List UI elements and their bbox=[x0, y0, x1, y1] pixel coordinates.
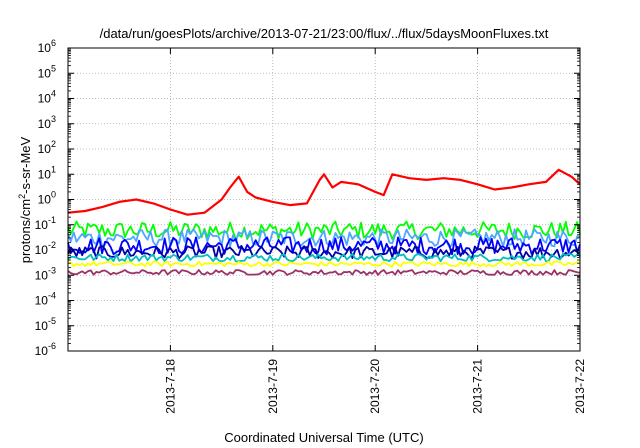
y-tick-label: 10-5 bbox=[35, 316, 56, 333]
series-line-6 bbox=[67, 252, 581, 263]
y-tick-label-base: 10 bbox=[38, 66, 52, 80]
y-tick-label-base: 10 bbox=[35, 294, 49, 308]
y-axis: 10-610-510-410-310-210-11001011021031041… bbox=[35, 38, 580, 358]
x-axis: 2013-7-18 2013-7-19 2013-7-20 2013-7-21 2013… bbox=[163, 48, 587, 414]
y-tick-label-exponent: 3 bbox=[51, 114, 56, 124]
chart-title: /data/run/goesPlots/archive/2013-07-21/2… bbox=[100, 26, 549, 41]
y-tick-label: 101 bbox=[38, 164, 56, 181]
y-tick-label: 10-1 bbox=[35, 215, 56, 232]
y-tick-label: 102 bbox=[38, 139, 56, 156]
y-tick-label-exponent: 2 bbox=[51, 139, 56, 149]
y-axis-label-prefix: protons/cm bbox=[18, 199, 33, 263]
y-tick-label: 100 bbox=[38, 190, 56, 207]
series-line-2 bbox=[67, 220, 581, 240]
y-tick-label-exponent: -6 bbox=[48, 341, 56, 351]
y-tick-label-base: 10 bbox=[35, 344, 49, 358]
x-tick-label: 2013-7-21 bbox=[471, 359, 485, 414]
y-tick-label: 106 bbox=[38, 38, 56, 55]
y-tick-label-exponent: 0 bbox=[51, 190, 56, 200]
y-tick-label: 10-2 bbox=[35, 240, 56, 257]
x-tick-label: 2013-7-22 bbox=[573, 359, 587, 414]
y-tick-label-base: 10 bbox=[35, 243, 49, 257]
series-line-7 bbox=[68, 260, 581, 268]
y-tick-label-base: 10 bbox=[38, 117, 52, 131]
grid bbox=[68, 48, 580, 351]
y-tick-label: 10-3 bbox=[35, 265, 56, 282]
y-tick-label-exponent: -3 bbox=[48, 265, 56, 275]
y-tick-label-base: 10 bbox=[35, 268, 49, 282]
series-line-1 bbox=[67, 168, 581, 216]
y-tick-label: 104 bbox=[38, 89, 56, 106]
x-tick-label: 2013-7-20 bbox=[368, 359, 382, 414]
y-tick-label-exponent: -2 bbox=[48, 240, 56, 250]
y-tick-label-base: 10 bbox=[35, 319, 49, 333]
y-tick-label: 103 bbox=[38, 114, 56, 131]
y-tick-label: 10-4 bbox=[35, 291, 56, 308]
x-axis-label: Coordinated Universal Time (UTC) bbox=[224, 430, 423, 445]
y-tick-label-base: 10 bbox=[38, 92, 52, 106]
y-tick-label: 10-6 bbox=[35, 341, 56, 358]
y-tick-label-base: 10 bbox=[38, 193, 52, 207]
series-layer bbox=[67, 168, 581, 276]
y-tick-label-exponent: 4 bbox=[51, 89, 56, 99]
series-line-8 bbox=[67, 269, 581, 276]
y-tick-label-base: 10 bbox=[38, 142, 52, 156]
y-tick-label-base: 10 bbox=[38, 41, 52, 55]
x-tick-label: 2013-7-18 bbox=[163, 359, 177, 414]
y-tick-label-exponent: 6 bbox=[51, 38, 56, 48]
y-tick-label-exponent: 1 bbox=[51, 164, 56, 174]
y-tick-label-base: 10 bbox=[35, 218, 49, 232]
y-tick-label-exponent: -1 bbox=[48, 215, 56, 225]
y-axis-label-suffix: -s-sr-MeV bbox=[18, 136, 33, 193]
x-tick-label: 2013-7-19 bbox=[266, 359, 280, 414]
y-tick-label: 105 bbox=[38, 63, 56, 80]
y-tick-label-exponent: -5 bbox=[48, 316, 56, 326]
y-axis-label: protons/cm2-s-sr-MeV bbox=[17, 136, 33, 263]
y-tick-label-exponent: -4 bbox=[48, 291, 56, 301]
y-tick-label-exponent: 5 bbox=[51, 63, 56, 73]
y-axis-label-superscript: 2 bbox=[17, 194, 27, 199]
y-tick-label-base: 10 bbox=[38, 167, 52, 181]
series-line-3 bbox=[67, 228, 581, 248]
